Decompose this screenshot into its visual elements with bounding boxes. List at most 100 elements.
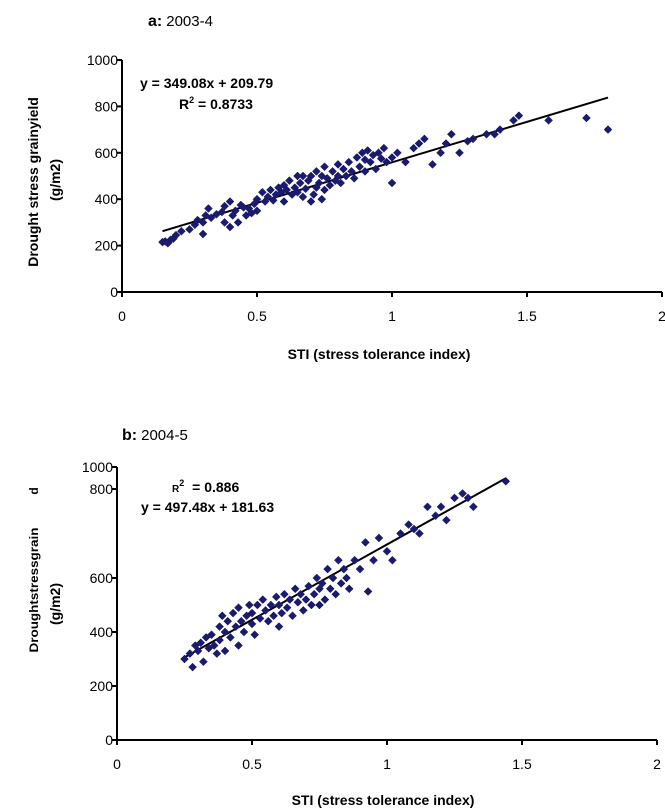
chart-b-data-point [331,589,341,599]
chart-a-x-tick-label: 1.5 [517,308,537,324]
chart-b-y-tick-label: 600 [90,570,114,586]
chart-a-data-point [314,178,324,188]
chart-a-data-point [282,185,292,195]
chart-b-data-point [188,662,197,672]
chart-b-data-point [199,657,208,667]
chart-a-y-tick-label: 600 [95,145,119,161]
chart-a-data-point [185,225,194,234]
chart-b-data-point [280,589,289,599]
chart-a: 0 200 400 600 800 1000 0 0.5 1 1.5 2 [87,52,665,324]
chart-a-data-point [441,139,451,148]
chart-b-data-point [469,502,478,512]
chart-a-data-point [298,171,308,181]
chart-a-data-point [306,171,316,181]
chart-a-data-point [374,148,383,158]
chart-a-data-point [341,171,351,181]
chart-b-data-point [247,608,257,618]
chart-b-data-point [382,546,392,556]
chart-b-data-point [463,493,473,503]
chart-b-x-tick-label: 1 [383,756,391,772]
chart-b-data-point [261,606,270,615]
chart-a-data-point [382,157,391,167]
chart-b-data-point [342,573,351,583]
chart-b-data-point [336,579,346,588]
chart-a-data-point [371,164,381,174]
chart-b-data-point [296,589,305,599]
chart-a-data-point [325,180,335,190]
chart-a-data-point [420,134,429,144]
chart-a-data-point [320,185,329,195]
chart-b-r2: R2 = 0.886 [172,478,239,495]
chart-b-data-point [315,600,324,610]
chart-b-data-point [317,579,327,588]
chart-a-data-point [379,143,389,153]
chart-a-data-point [225,197,235,206]
chart-a-data-point [258,187,267,197]
chart-a-data-point [322,173,332,183]
chart-a-data-point [344,157,354,167]
chart-a-r2: R2 = 0.8733 [179,95,253,112]
chart-b-data-point [309,589,319,599]
chart-a-data-point [306,197,316,206]
chart-a-data-point [252,206,262,216]
chart-a-data-point [333,171,343,181]
chart-a-data-point [225,222,235,232]
chart-b-data-point [350,555,359,565]
chart-b-data-point [228,608,238,618]
chart-a-data-point [514,111,524,121]
chart-a-data-point [355,162,364,172]
chart-a-data-point [198,229,208,239]
chart-a-data-point [544,115,553,125]
chart-b-data-point [423,502,432,512]
chart-b-data-point [312,573,322,583]
chart-b-data-point [180,654,189,664]
chart-b-data-point [209,641,219,650]
chart-b-data-point [285,595,295,604]
chart-a-x-tick-label: 0 [118,308,126,324]
chart-b-data-point [271,592,281,602]
chart-a-x-label: STI (stress tolerance index) [288,346,471,362]
panel-b-label: b: [122,427,137,444]
chart-a-data-point [204,204,213,213]
chart-a-data-point [339,164,348,174]
chart-b-data-point [250,630,260,640]
chart-b-data-point [185,649,195,658]
chart-b-y-tick-label: 200 [90,678,114,694]
chart-a-data-point [279,197,289,206]
chart-a-data-point [263,192,273,202]
chart-b-data-point [220,646,230,656]
chart-b-r2-prefix: R [172,484,180,495]
chart-a-data-point [490,129,499,139]
chart-b-data-point [282,603,292,613]
chart-b-data-point [388,555,397,565]
chart-b-equation: y = 497.48x + 181.63 [141,499,274,515]
chart-a-x-tick-label: 1 [388,308,396,324]
chart-a-data-point [455,148,464,158]
chart-b-data-point [298,606,308,615]
chart-b-data-point [301,595,311,604]
chart-b-data-point [339,564,349,574]
chart-b-data-point [258,595,268,604]
chart-a-y-tick-label: 800 [95,98,119,114]
chart-a-data-point [360,167,370,176]
panel-b-subtitle: 2004-5 [141,427,188,444]
chart-a-r2-value: = 0.8733 [194,96,253,112]
chart-b-data-point [269,611,278,621]
chart-b-data-point [196,638,206,648]
chart-b-data-point [450,493,459,503]
chart-b-data-point [244,600,254,610]
chart-b-data-point [215,635,224,645]
chart-a-data-point [495,125,505,134]
chart-b-data-point [396,529,405,538]
chart-a-data-point [317,194,327,204]
chart-a-data-point [582,113,591,123]
chart-a-data-point [177,226,186,236]
panel-b-title: b: 2004-5 [122,427,188,444]
chart-b-y-tick-label: 800 [90,481,114,497]
chart-a-r2-sup: 2 [189,95,194,105]
chart-b-r2-sup: 2 [179,478,184,488]
chart-b-data-point [231,622,241,631]
chart-a-data-point [468,134,478,144]
chart-a-x-tick-label: 2 [658,308,665,324]
